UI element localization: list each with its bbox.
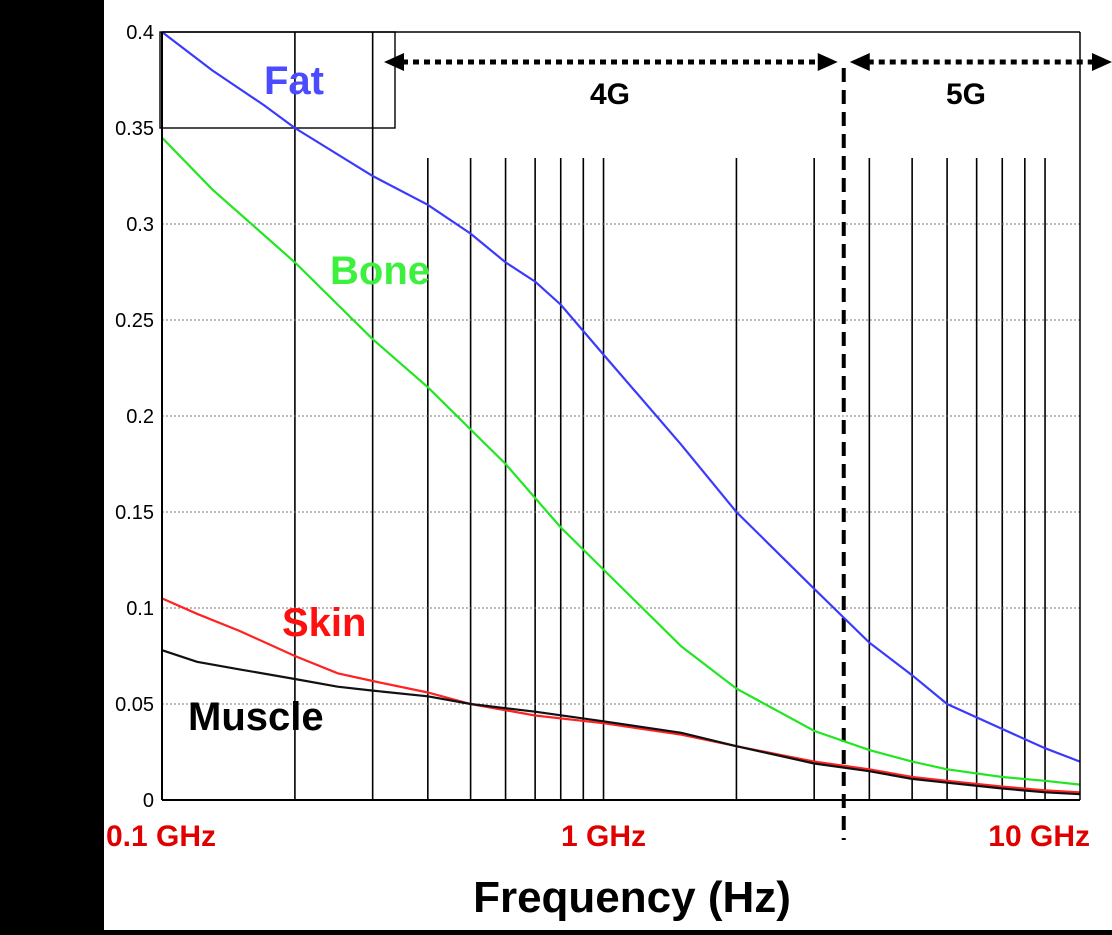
series-label-muscle: Muscle (188, 695, 324, 739)
series-lines (161, 31, 1081, 796)
series-line-fat (161, 31, 1081, 763)
labels: Penetration Depth (m) Frequency (Hz) Fat… (49, 59, 986, 922)
y-tick-label: 0.3 (126, 214, 154, 236)
y-tick-label: 0.2 (126, 406, 154, 428)
y-tick-label: 0.4 (126, 22, 154, 44)
generation-markers (159, 31, 1112, 840)
y-tick-label: 0.35 (115, 118, 154, 140)
series-label-skin: Skin (282, 601, 366, 645)
y-tick-label: 0.1 (126, 598, 154, 620)
series-line-skin (161, 597, 1081, 794)
series-label-fat: Fat (264, 59, 324, 103)
y-tick-label: 0.15 (115, 502, 154, 524)
axes: 0 0.05 0.1 0.15 0.2 0.25 0.3 0.35 0.4 0.1 GHz 1 GH… (106, 22, 1090, 853)
series-label-bone: Bone (330, 249, 430, 293)
band-label-4g: 4G (590, 78, 630, 111)
y-axis-title: Penetration Depth (m) (49, 182, 98, 642)
x-tick-label: 0.1 GHz (106, 820, 216, 853)
x-tick-label: 10 GHz (988, 820, 1090, 853)
x-axis-title: Frequency (Hz) (473, 873, 791, 922)
series-line-bone (161, 136, 1081, 786)
band-label-panel (380, 32, 1080, 158)
x-tick-label: 1 GHz (561, 820, 646, 853)
band-label-5g: 5G (946, 78, 986, 111)
series-line-muscle (161, 649, 1081, 796)
5g-band-arrow-head-left (849, 53, 870, 71)
4g-band-arrow-head-left (384, 53, 404, 71)
y-tick-label: 0.25 (115, 310, 154, 332)
4g-band-arrow-head-right (817, 53, 838, 71)
y-tick-label: 0 (143, 790, 154, 812)
5g-band-arrow-head-right (1092, 53, 1112, 71)
y-tick-label: 0.05 (115, 694, 154, 716)
